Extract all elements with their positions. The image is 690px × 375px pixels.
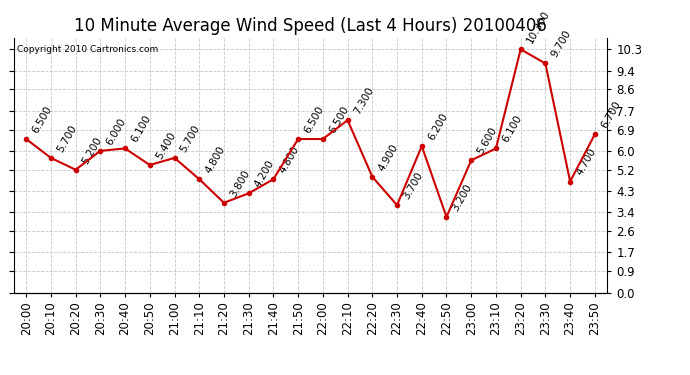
Text: 6.200: 6.200 bbox=[426, 111, 449, 142]
Text: 7.300: 7.300 bbox=[352, 86, 375, 116]
Text: 6.000: 6.000 bbox=[104, 116, 128, 147]
Title: 10 Minute Average Wind Speed (Last 4 Hours) 20100406: 10 Minute Average Wind Speed (Last 4 Hou… bbox=[74, 16, 547, 34]
Text: 6.500: 6.500 bbox=[327, 104, 351, 135]
Text: 6.500: 6.500 bbox=[302, 104, 326, 135]
Text: 4.800: 4.800 bbox=[277, 144, 301, 175]
Text: 3.700: 3.700 bbox=[401, 170, 424, 201]
Text: 5.600: 5.600 bbox=[475, 126, 499, 156]
Text: 3.200: 3.200 bbox=[451, 182, 474, 213]
Text: 5.700: 5.700 bbox=[179, 123, 202, 154]
Text: 6.700: 6.700 bbox=[599, 99, 622, 130]
Text: 4.800: 4.800 bbox=[204, 144, 227, 175]
Text: 4.200: 4.200 bbox=[253, 159, 276, 189]
Text: 3.800: 3.800 bbox=[228, 168, 252, 199]
Text: 5.700: 5.700 bbox=[55, 123, 79, 154]
Text: 9.700: 9.700 bbox=[549, 28, 573, 59]
Text: 10.300: 10.300 bbox=[525, 9, 551, 45]
Text: Copyright 2010 Cartronics.com: Copyright 2010 Cartronics.com bbox=[17, 45, 158, 54]
Text: 6.500: 6.500 bbox=[30, 104, 54, 135]
Text: 4.900: 4.900 bbox=[377, 142, 400, 172]
Text: 5.400: 5.400 bbox=[154, 130, 177, 161]
Text: 5.200: 5.200 bbox=[80, 135, 104, 165]
Text: 6.100: 6.100 bbox=[500, 114, 524, 144]
Text: 4.700: 4.700 bbox=[574, 147, 598, 177]
Text: 6.100: 6.100 bbox=[129, 114, 152, 144]
